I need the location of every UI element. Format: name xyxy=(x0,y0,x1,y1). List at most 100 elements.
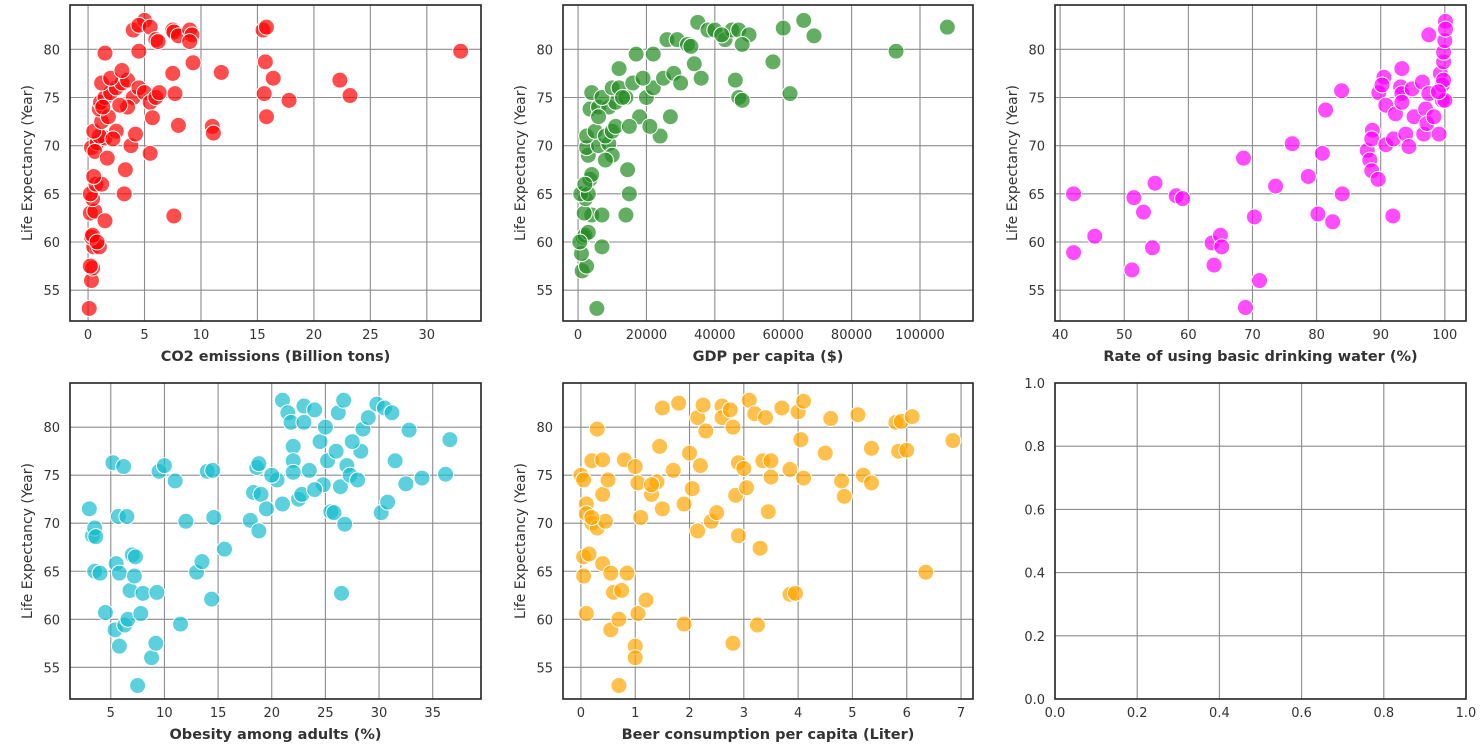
y-tick-label: 70 xyxy=(536,140,553,155)
x-tick-label: 6 xyxy=(903,706,911,721)
x-tick-label: 0.4 xyxy=(1209,706,1230,721)
data-point xyxy=(1299,167,1317,185)
data-point xyxy=(781,85,799,103)
y-tick-label: 80 xyxy=(43,43,60,58)
y-tick-label: 0.0 xyxy=(1024,693,1045,708)
data-point xyxy=(172,615,190,633)
y-tick-label: 75 xyxy=(536,91,553,106)
data-point xyxy=(575,471,593,489)
data-point xyxy=(713,26,731,44)
data-point xyxy=(383,404,401,422)
data-point xyxy=(1251,272,1269,290)
x-tick-label: 5 xyxy=(140,328,148,343)
data-point xyxy=(273,495,291,513)
data-point xyxy=(637,591,655,609)
data-point xyxy=(115,185,133,203)
subplot-6: 0.0 0.2 0.4 0.6 0.8 1.0 0.0 0.2 0.4 0.6 0.8 1.0 xyxy=(1024,377,1476,721)
data-point xyxy=(724,634,742,652)
data-point xyxy=(617,206,635,224)
data-point xyxy=(898,441,916,459)
subplot-5: 0 1 2 3 4 5 6 7 55 60 65 70 75 80 Beer consumption per… xyxy=(513,382,974,743)
data-point xyxy=(651,437,669,455)
data-point xyxy=(1267,177,1285,195)
data-point xyxy=(116,161,134,179)
data-point xyxy=(762,452,780,470)
data-point xyxy=(944,432,962,450)
data-point xyxy=(626,649,644,667)
data-point xyxy=(325,504,343,522)
y-tick-label: 75 xyxy=(536,469,553,484)
data-point xyxy=(1235,149,1253,167)
x-axis-label: Obesity among adults (%) xyxy=(169,727,381,743)
data-point xyxy=(452,42,470,60)
data-point xyxy=(580,545,598,563)
data-point xyxy=(721,401,739,419)
y-tick-label: 75 xyxy=(1028,91,1045,106)
data-point xyxy=(748,616,766,634)
data-point xyxy=(805,27,823,45)
data-point xyxy=(675,495,693,513)
data-point xyxy=(104,130,122,148)
data-point xyxy=(96,604,114,622)
x-tick-label: 3 xyxy=(740,706,748,721)
data-point xyxy=(1065,185,1083,203)
data-point xyxy=(81,257,99,275)
data-point xyxy=(594,451,612,469)
data-point xyxy=(85,167,103,185)
x-tick-label: 20 xyxy=(306,328,323,343)
y-tick-label: 60 xyxy=(43,236,60,251)
data-point xyxy=(91,564,109,582)
data-point xyxy=(341,87,359,105)
x-tick-label: 70 xyxy=(1244,328,1261,343)
data-point xyxy=(113,62,131,80)
data-point xyxy=(203,590,221,608)
data-point xyxy=(575,204,593,222)
data-point xyxy=(80,299,98,317)
y-axis-label: Life Expectancy (Year) xyxy=(513,85,529,241)
data-point xyxy=(300,461,318,479)
y-tick-label: 0.4 xyxy=(1024,567,1045,582)
x-tick-label: 0 xyxy=(574,328,582,343)
data-point xyxy=(751,539,769,557)
data-point xyxy=(576,175,594,193)
data-point xyxy=(143,109,161,127)
y-axis-label: Life Expectancy (Year) xyxy=(20,463,36,619)
x-tick-label: 0 xyxy=(84,328,92,343)
data-point xyxy=(682,37,700,55)
data-point xyxy=(130,42,148,60)
data-point xyxy=(147,634,165,652)
data-point xyxy=(437,465,455,483)
data-point xyxy=(1430,125,1448,143)
data-point xyxy=(115,458,133,476)
data-point xyxy=(1373,76,1391,94)
data-point xyxy=(204,124,222,142)
y-tick-label: 70 xyxy=(1028,140,1045,155)
y-tick-label: 55 xyxy=(536,661,553,676)
data-point xyxy=(165,207,183,225)
y-tick-label: 65 xyxy=(1028,188,1045,203)
data-point xyxy=(397,475,415,493)
axes-frame xyxy=(562,4,974,322)
data-point xyxy=(280,91,298,109)
x-tick-label: 0.0 xyxy=(1045,706,1066,721)
data-point xyxy=(735,459,753,477)
x-axis-label: Rate of using basic drinking water (%) xyxy=(1103,349,1417,365)
data-point xyxy=(126,125,144,143)
x-tick-label: 80 xyxy=(1308,328,1325,343)
data-point xyxy=(1333,185,1351,203)
y-tick-label: 65 xyxy=(43,565,60,580)
x-tick-label: 0 xyxy=(577,706,585,721)
data-point xyxy=(610,60,628,78)
x-tick-label: 50 xyxy=(1116,328,1133,343)
x-tick-label: 25 xyxy=(317,706,334,721)
data-point xyxy=(653,399,671,417)
data-point xyxy=(1393,60,1411,78)
data-point xyxy=(257,18,275,36)
x-tick-label: 15 xyxy=(249,328,266,343)
x-tick-label: 1.0 xyxy=(1456,706,1477,721)
axes-frame xyxy=(1054,4,1467,322)
data-point xyxy=(1420,26,1438,44)
data-point xyxy=(327,442,345,460)
data-point xyxy=(441,431,459,449)
